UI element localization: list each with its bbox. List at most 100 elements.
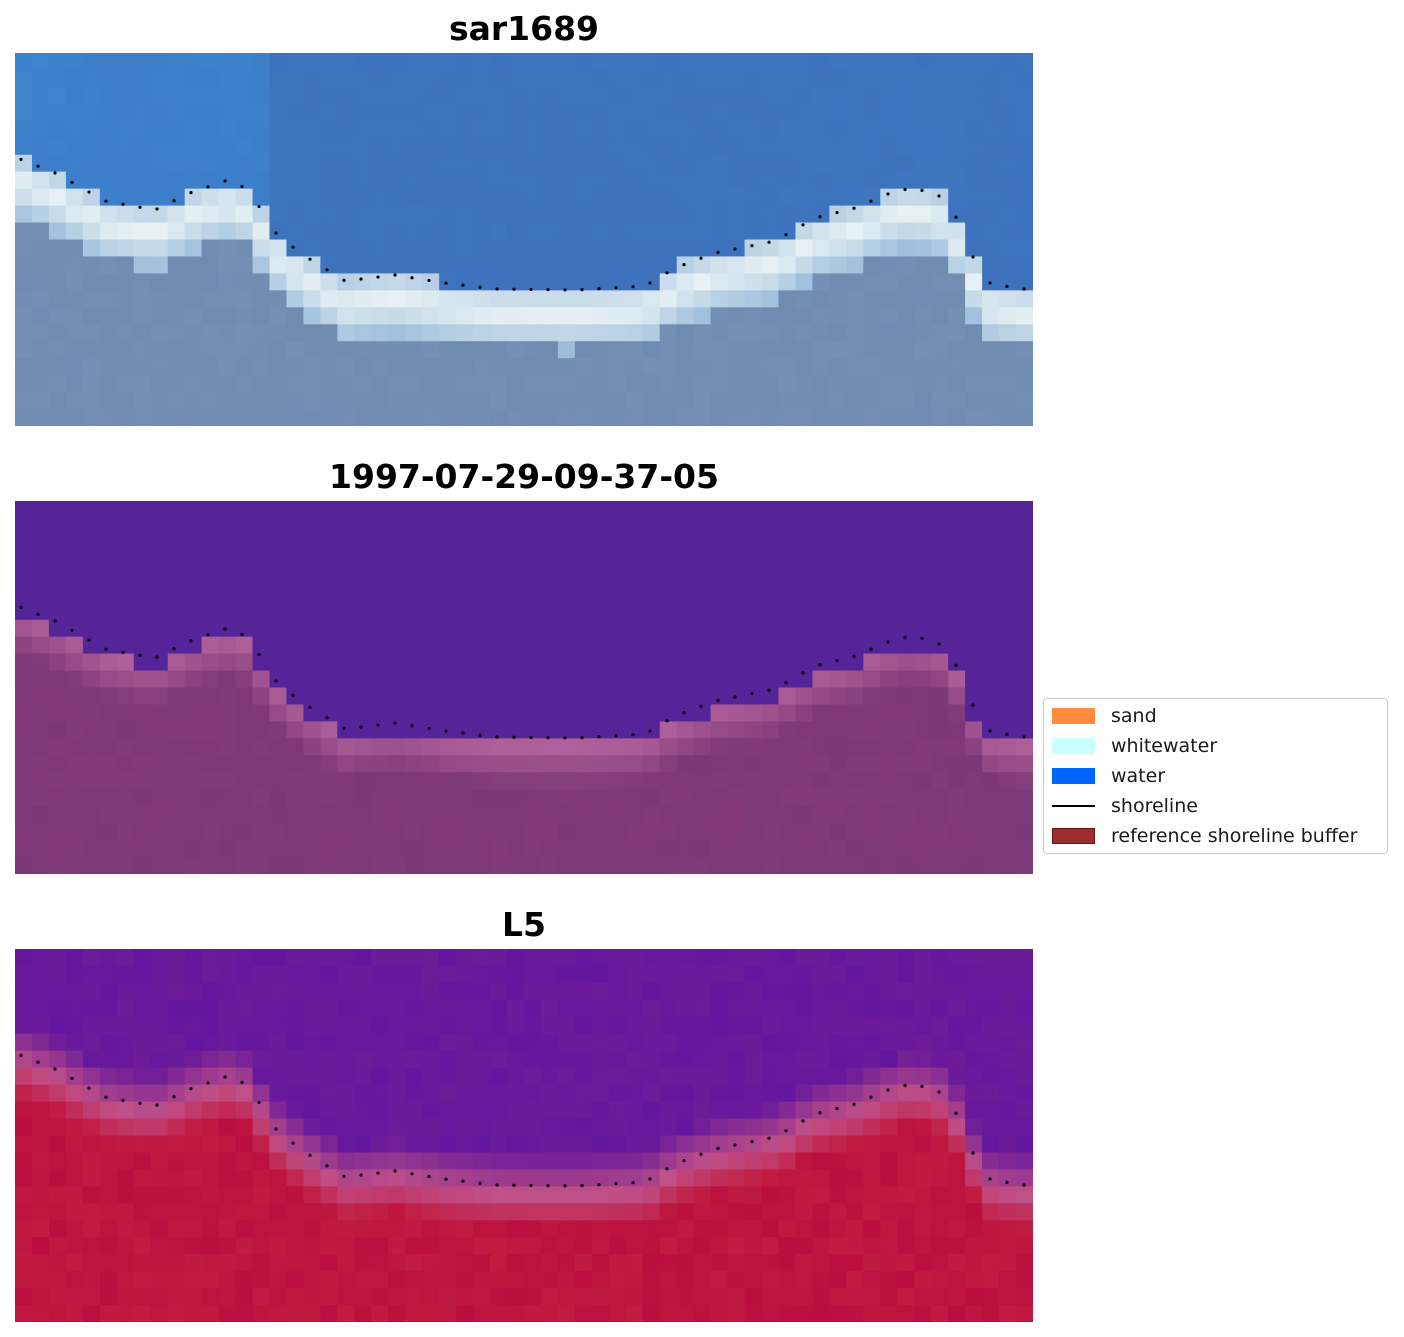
pixel-cell [439, 857, 457, 874]
pixel-cell [948, 721, 966, 739]
pixel-cell [286, 999, 305, 1018]
pixel-cell [999, 755, 1017, 773]
pixel-cell [710, 137, 729, 156]
pixel-cell [914, 1050, 932, 1069]
pixel-cell [490, 1288, 508, 1306]
pixel-cell [625, 670, 644, 689]
pixel-cell [133, 324, 152, 342]
pixel-cell [710, 721, 729, 739]
pixel-cell [931, 69, 949, 88]
pixel-cell [150, 137, 169, 156]
pixel-cell [625, 53, 644, 71]
pixel-cell [897, 154, 915, 173]
pixel-cell [846, 120, 864, 139]
pixel-cell [557, 755, 576, 773]
pixel-cell [65, 154, 84, 173]
pixel-cell [269, 1067, 288, 1086]
pixel-cell [778, 534, 797, 553]
pixel-cell [405, 409, 423, 426]
pixel-cell [999, 840, 1017, 858]
pixel-cell [676, 551, 695, 570]
shoreline-point [835, 658, 839, 663]
pixel-cell [133, 999, 152, 1018]
shoreline-point [971, 703, 975, 707]
legend-item-reference-buffer: reference shoreline buffer [1052, 823, 1357, 849]
pixel-cell [897, 602, 915, 621]
pixel-cell [82, 86, 101, 105]
pixel-cell [557, 239, 576, 258]
pixel-cell [982, 1152, 1000, 1170]
pixel-cell [829, 721, 847, 739]
pixel-cell [829, 409, 847, 426]
pixel-cell [507, 1033, 525, 1052]
pixel-cell [252, 999, 271, 1018]
pixel-cell [659, 857, 678, 874]
pixel-cell [82, 1101, 101, 1120]
pixel-cell [303, 137, 321, 156]
pixel-cell [184, 1186, 203, 1204]
pixel-cell [608, 755, 627, 773]
pixel-cell [863, 857, 881, 874]
shoreline-point [223, 627, 227, 631]
pixel-cell [982, 1237, 1000, 1255]
pixel-cell [659, 1169, 678, 1187]
pixel-cell [540, 857, 559, 874]
shoreline-point [342, 726, 346, 730]
pixel-cell [642, 103, 661, 122]
pixel-cell [218, 602, 237, 621]
pixel-cell [744, 982, 763, 1001]
pixel-cell [15, 857, 33, 874]
pixel-cell [133, 619, 152, 638]
pixel-cell [931, 857, 949, 874]
pixel-cell [982, 86, 1000, 105]
pixel-cell [608, 53, 627, 71]
pixel-cell [184, 1016, 203, 1035]
pixel-cell [269, 205, 288, 224]
pixel-cell [557, 1203, 576, 1221]
shoreline-point [223, 179, 227, 183]
pixel-cell [133, 534, 152, 553]
pixel-cell [286, 840, 305, 858]
pixel-cell [710, 1084, 729, 1103]
pixel-cell [320, 358, 338, 376]
pixel-cell [591, 341, 610, 359]
pixel-cell [948, 256, 966, 274]
pixel-cell [354, 290, 372, 308]
pixel-cell [48, 375, 67, 393]
pixel-cell [524, 1033, 542, 1052]
pixel-cell [235, 840, 254, 858]
pixel-cell [201, 341, 220, 359]
pixel-cell [456, 222, 474, 241]
pixel-cell [354, 1237, 372, 1255]
pixel-cell [863, 738, 881, 756]
pixel-cell [116, 1101, 135, 1120]
pixel-cell [557, 789, 576, 807]
pixel-cell [99, 103, 118, 122]
pixel-cell [540, 409, 559, 426]
pixel-cell [710, 1203, 729, 1221]
pixel-cell [354, 1186, 372, 1204]
pixel-cell [99, 534, 118, 553]
pixel-cell [982, 568, 1000, 587]
pixel-cell [99, 1220, 118, 1238]
pixel-cell [1016, 823, 1033, 841]
pixel-cell [354, 256, 372, 274]
pixel-cell [507, 602, 525, 621]
pixel-cell [65, 857, 84, 874]
pixel-cell [524, 949, 542, 967]
pixel-cell [320, 517, 338, 536]
pixel-cell [439, 154, 457, 173]
shoreline-point [614, 734, 618, 738]
pixel-cell [456, 619, 474, 638]
pixel-cell [524, 840, 542, 858]
pixel-cell [829, 358, 847, 376]
pixel-cell [812, 999, 830, 1018]
pixel-cell [15, 653, 33, 672]
pixel-cell [727, 137, 746, 156]
pixel-cell [829, 501, 847, 519]
pixel-cell [490, 965, 508, 984]
pixel-cell [778, 636, 797, 655]
pixel-cell [405, 53, 423, 71]
pixel-cell [99, 721, 118, 739]
pixel-cell [642, 1084, 661, 1103]
